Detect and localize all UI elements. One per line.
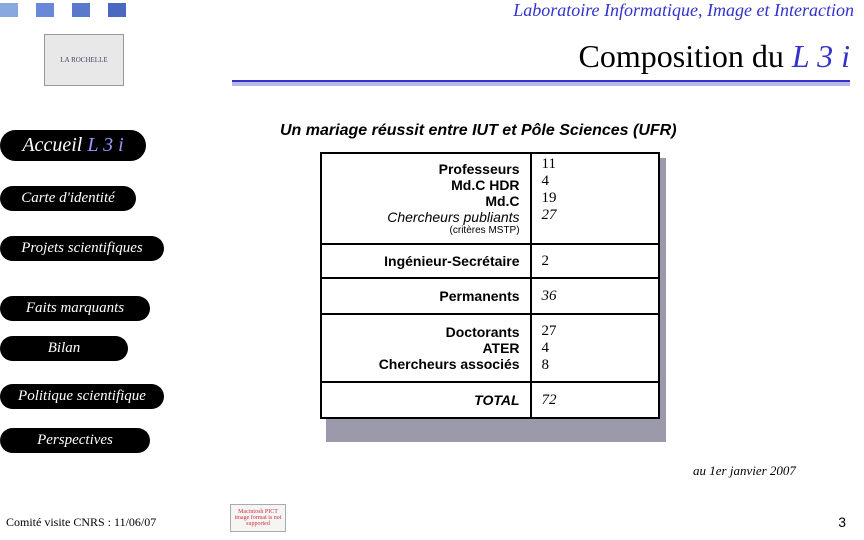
row-values: 2748 bbox=[531, 314, 659, 382]
table-row: Ingénieur-Secrétaire2 bbox=[321, 244, 659, 278]
row-values: 2 bbox=[531, 244, 659, 278]
row-labels: Permanents bbox=[321, 278, 531, 314]
table-row: TOTAL72 bbox=[321, 382, 659, 418]
page-title: Composition du L 3 i bbox=[579, 38, 850, 75]
nav-item-1[interactable]: Projets scientifiques bbox=[0, 236, 164, 261]
row-values: 72 bbox=[531, 382, 659, 418]
row-labels: Ingénieur-Secrétaire bbox=[321, 244, 531, 278]
table-row: DoctorantsATERChercheurs associés2748 bbox=[321, 314, 659, 382]
nav-item-4[interactable]: Politique scientifique bbox=[0, 384, 164, 409]
logo: LA ROCHELLE bbox=[44, 34, 124, 86]
composition-table-wrap: ProfesseursMd.C HDRMd.CChercheurs publia… bbox=[320, 152, 660, 419]
footer-placeholder-icon: Macintosh PICT image format is not suppo… bbox=[230, 504, 286, 532]
nav-item-5[interactable]: Perspectives bbox=[0, 428, 150, 453]
row-labels: ProfesseursMd.C HDRMd.CChercheurs publia… bbox=[321, 153, 531, 244]
nav-head[interactable]: Accueil L 3 i bbox=[0, 130, 146, 161]
header-decor bbox=[0, 3, 144, 17]
title-underline bbox=[232, 80, 850, 86]
nav-item-3[interactable]: Bilan bbox=[0, 336, 128, 361]
nav-head-plain: Accueil bbox=[22, 134, 87, 156]
date-note: au 1er janvier 2007 bbox=[693, 463, 796, 479]
slide-number: 3 bbox=[838, 514, 846, 530]
nav-head-accent: L 3 i bbox=[87, 134, 123, 156]
subtitle: Un mariage réussit entre IUT et Pôle Sci… bbox=[280, 122, 677, 140]
nav-item-0[interactable]: Carte d'identité bbox=[0, 186, 136, 211]
page-title-plain: Composition du bbox=[579, 38, 792, 74]
row-labels: TOTAL bbox=[321, 382, 531, 418]
page-title-accent: L 3 i bbox=[792, 38, 850, 74]
row-values: 36 bbox=[531, 278, 659, 314]
table-row: ProfesseursMd.C HDRMd.CChercheurs publia… bbox=[321, 153, 659, 244]
composition-table: ProfesseursMd.C HDRMd.CChercheurs publia… bbox=[320, 152, 660, 419]
nav-item-2[interactable]: Faits marquants bbox=[0, 296, 150, 321]
header-bar: Laboratoire Informatique, Image et Inter… bbox=[0, 0, 864, 20]
row-labels: DoctorantsATERChercheurs associés bbox=[321, 314, 531, 382]
table-row: Permanents36 bbox=[321, 278, 659, 314]
footer-text: Comité visite CNRS : 11/06/07 bbox=[6, 515, 156, 530]
lab-name: Laboratoire Informatique, Image et Inter… bbox=[144, 0, 864, 21]
row-values: 1141927 bbox=[531, 153, 659, 244]
